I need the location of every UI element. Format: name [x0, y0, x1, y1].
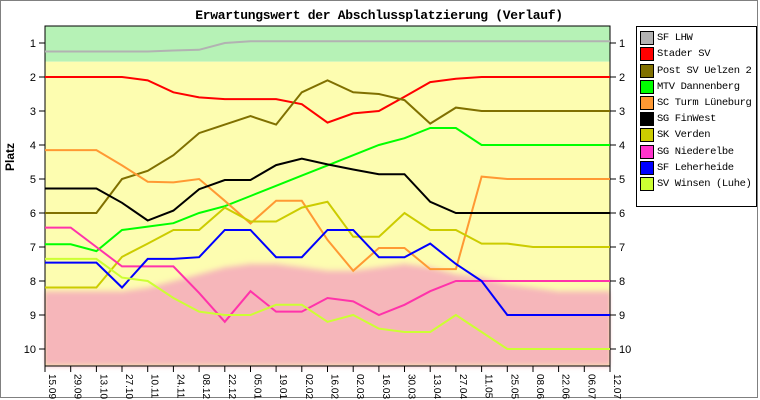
svg-text:4: 4 — [619, 140, 625, 152]
svg-text:22.06: 22.06 — [560, 374, 571, 399]
svg-text:02.02: 02.02 — [303, 374, 314, 399]
svg-text:27.04: 27.04 — [457, 374, 468, 399]
svg-text:15.09: 15.09 — [46, 374, 57, 399]
svg-text:13.04: 13.04 — [431, 374, 442, 399]
svg-text:6: 6 — [619, 208, 625, 220]
svg-text:6: 6 — [30, 208, 36, 220]
svg-text:12.07: 12.07 — [611, 374, 622, 399]
svg-text:9: 9 — [619, 310, 625, 322]
svg-text:08.06: 08.06 — [534, 374, 545, 399]
svg-text:8: 8 — [619, 276, 625, 288]
svg-text:4: 4 — [30, 140, 36, 152]
svg-text:1: 1 — [619, 38, 625, 50]
svg-text:7: 7 — [30, 242, 36, 254]
svg-text:05.01: 05.01 — [252, 374, 263, 399]
svg-text:3: 3 — [619, 106, 625, 118]
svg-text:5: 5 — [619, 174, 625, 186]
svg-text:25.05: 25.05 — [508, 374, 519, 399]
svg-text:08.12: 08.12 — [200, 374, 211, 399]
svg-text:2: 2 — [619, 72, 625, 84]
svg-text:10: 10 — [24, 344, 36, 356]
svg-text:8: 8 — [30, 276, 36, 288]
svg-text:3: 3 — [30, 106, 36, 118]
svg-text:16.02: 16.02 — [329, 374, 340, 399]
svg-text:9: 9 — [30, 310, 36, 322]
svg-text:19.01: 19.01 — [277, 374, 288, 399]
svg-text:29.09: 29.09 — [72, 374, 83, 399]
svg-text:2: 2 — [30, 72, 36, 84]
svg-text:13.10: 13.10 — [97, 374, 108, 399]
svg-text:10.11: 10.11 — [149, 374, 160, 399]
svg-text:5: 5 — [30, 174, 36, 186]
svg-text:27.10: 27.10 — [123, 374, 134, 399]
svg-text:16.03: 16.03 — [380, 374, 391, 399]
svg-text:30.03: 30.03 — [406, 374, 417, 399]
svg-text:7: 7 — [619, 242, 625, 254]
svg-text:02.03: 02.03 — [354, 374, 365, 399]
svg-text:11.05: 11.05 — [483, 374, 494, 399]
svg-text:1: 1 — [30, 38, 36, 50]
svg-text:10: 10 — [619, 344, 631, 356]
svg-text:24.11: 24.11 — [174, 374, 185, 399]
svg-text:06.07: 06.07 — [585, 374, 596, 399]
svg-text:22.12: 22.12 — [226, 374, 237, 399]
